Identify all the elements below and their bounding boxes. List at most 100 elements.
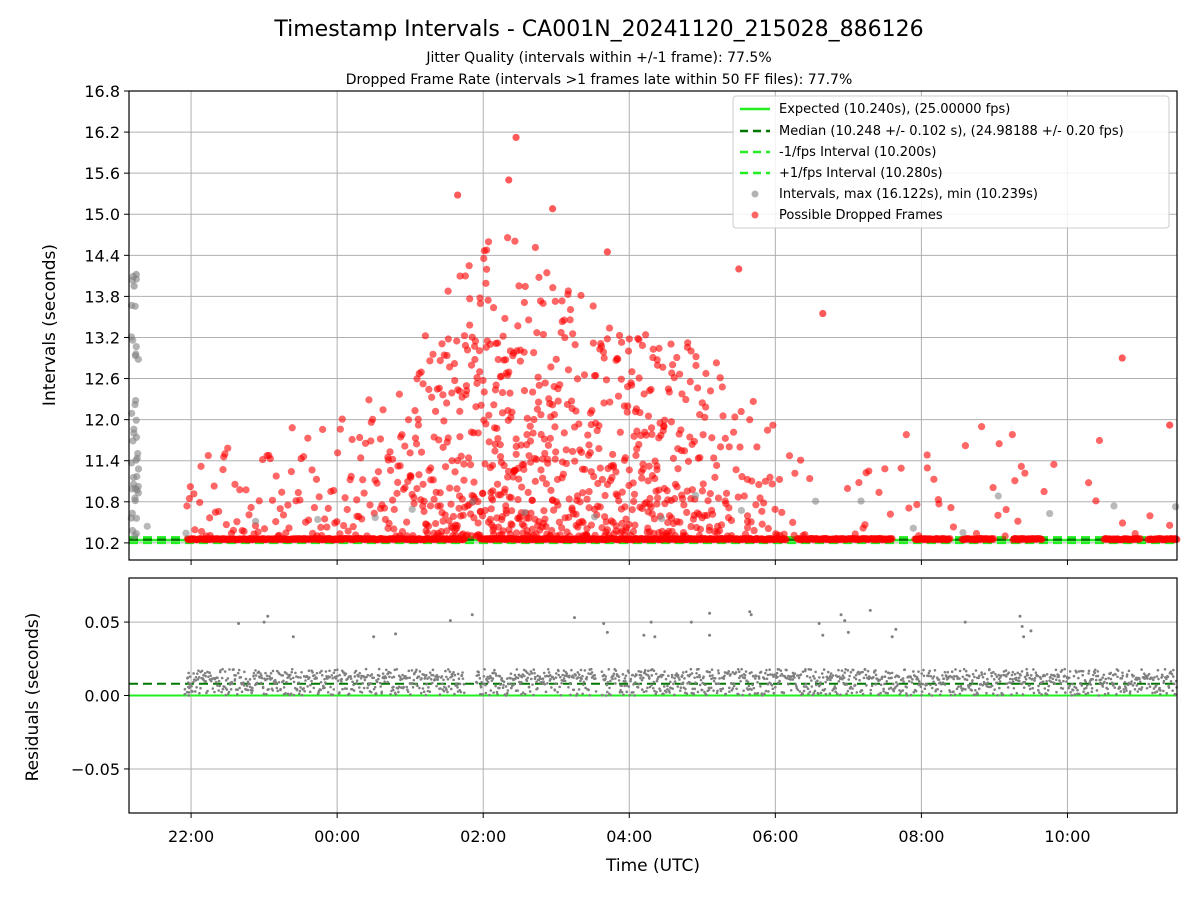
residual-point: [417, 675, 421, 678]
dropped-frame-point: [363, 532, 371, 540]
dropped-frame-point: [702, 403, 710, 411]
residual-point: [477, 673, 480, 677]
dropped-frame-point: [949, 523, 958, 531]
interval-point: [408, 505, 416, 513]
residual-point: [648, 677, 651, 680]
residual-point: [890, 671, 894, 675]
dropped-frame-point: [531, 477, 539, 485]
residual-point: [254, 669, 257, 672]
residual-point: [845, 692, 848, 696]
dropped-frame-point: [582, 532, 591, 540]
residual-point: [434, 678, 437, 681]
dropped-frame-point: [343, 505, 351, 514]
residual-point: [1064, 691, 1067, 694]
residual-point: [1121, 674, 1125, 678]
dropped-frame-point: [560, 316, 568, 324]
residual-point: [902, 680, 905, 683]
dropped-frame-point: [554, 501, 562, 509]
residual-point: [508, 682, 512, 686]
residual-point: [647, 669, 650, 673]
residual-point: [383, 680, 386, 683]
dropped-frame-point: [278, 488, 286, 496]
residual-outlier-point: [963, 620, 967, 624]
residual-point: [973, 675, 976, 679]
intervals-y-axis-label: Intervals (seconds): [40, 244, 60, 406]
residual-point: [436, 678, 440, 681]
residual-point: [901, 677, 905, 680]
residual-point: [933, 668, 937, 672]
residual-point: [874, 673, 878, 677]
residual-point: [766, 682, 770, 686]
residual-point: [253, 677, 256, 680]
residual-point: [211, 687, 215, 690]
dropped-frame-point: [456, 272, 464, 280]
residual-point: [400, 677, 404, 681]
dropped-frame-point: [334, 449, 342, 457]
residual-point: [478, 677, 482, 680]
dropped-frame-point: [647, 424, 656, 432]
dropped-frame-point: [461, 272, 469, 280]
dropped-frame-point: [520, 387, 529, 395]
dropped-frame-point: [1136, 534, 1144, 543]
dropped-frame-point: [644, 477, 652, 485]
residual-point: [1045, 693, 1049, 696]
residual-point: [410, 682, 414, 685]
residual-point: [504, 685, 508, 688]
dropped-frame-point: [923, 464, 931, 472]
residual-point: [274, 682, 278, 685]
dropped-frame-point: [523, 414, 531, 422]
dropped-frame-point: [1131, 529, 1139, 538]
residual-point: [763, 692, 766, 696]
dropped-frame-point: [667, 418, 675, 426]
dropped-frame-point: [437, 527, 445, 536]
residual-point: [446, 677, 450, 681]
residual-point: [805, 674, 809, 678]
residual-point: [905, 692, 908, 695]
residual-point: [737, 692, 740, 696]
residual-point: [714, 682, 718, 686]
residual-point: [910, 681, 914, 684]
dropped-frame-point: [797, 456, 805, 464]
residual-point: [815, 683, 818, 687]
residual-point: [1021, 693, 1025, 696]
residual-point: [791, 678, 795, 681]
dropped-frame-point: [451, 532, 460, 540]
residual-point: [1028, 687, 1032, 691]
residual-point: [919, 685, 923, 688]
residual-point: [694, 681, 697, 684]
dropped-frame-point: [528, 496, 536, 504]
dropped-frame-point: [526, 422, 534, 430]
residual-point: [568, 681, 572, 685]
residual-point: [1093, 671, 1097, 675]
residual-point: [271, 669, 275, 673]
dropped-frame-point: [695, 532, 703, 540]
residual-point: [639, 670, 643, 674]
residual-point: [1019, 674, 1022, 677]
residual-point: [342, 671, 346, 674]
dropped-frame-point: [566, 316, 574, 324]
residual-point: [920, 672, 924, 675]
residual-point: [966, 684, 970, 687]
residual-point: [1122, 690, 1126, 694]
residual-point: [990, 684, 994, 687]
residual-point: [183, 692, 187, 696]
residual-point: [320, 669, 323, 673]
dropped-frame-point: [1050, 460, 1058, 469]
dropped-frame-point: [725, 443, 733, 451]
residual-point: [453, 673, 457, 677]
dropped-frame-point: [406, 449, 414, 457]
residual-outlier-point: [846, 630, 850, 634]
dropped-frame-point: [731, 413, 739, 421]
residual-point: [297, 681, 300, 684]
dropped-frame-point: [1092, 497, 1100, 505]
dropped-frame-point: [296, 496, 304, 504]
dropped-frame-point: [601, 491, 609, 500]
residual-point: [740, 667, 743, 671]
residual-point: [484, 683, 487, 687]
dropped-frame-point: [644, 412, 653, 420]
residual-point: [340, 680, 343, 683]
dropped-frame-point: [630, 490, 639, 498]
dropped-frame-point: [544, 441, 553, 449]
residual-point: [636, 686, 640, 689]
residual-point: [331, 676, 334, 680]
